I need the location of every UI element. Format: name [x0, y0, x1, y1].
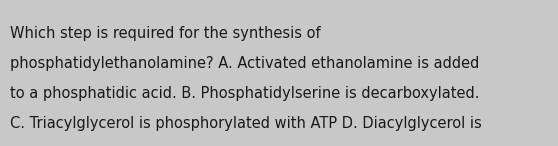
Text: C. Triacylglycerol is phosphorylated with ATP D. Diacylglycerol is: C. Triacylglycerol is phosphorylated wit…	[10, 116, 482, 131]
Text: Which step is required for the synthesis of: Which step is required for the synthesis…	[10, 26, 321, 41]
Text: phosphatidylethanolamine? A. Activated ethanolamine is added: phosphatidylethanolamine? A. Activated e…	[10, 56, 479, 71]
Text: to a phosphatidic acid. B. Phosphatidylserine is decarboxylated.: to a phosphatidic acid. B. Phosphatidyls…	[10, 86, 479, 101]
